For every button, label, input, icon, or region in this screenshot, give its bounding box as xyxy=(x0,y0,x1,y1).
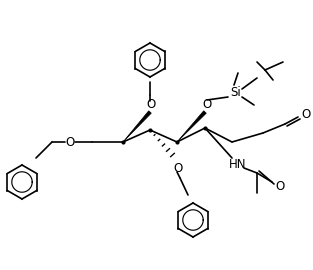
Polygon shape xyxy=(177,111,206,142)
Text: O: O xyxy=(301,107,310,120)
Text: O: O xyxy=(173,161,182,174)
Text: O: O xyxy=(275,181,285,194)
Text: O: O xyxy=(203,99,212,112)
Text: O: O xyxy=(65,136,74,148)
Text: HN: HN xyxy=(229,157,247,170)
Text: O: O xyxy=(146,99,156,112)
Text: Si: Si xyxy=(231,86,241,100)
Polygon shape xyxy=(123,111,151,142)
